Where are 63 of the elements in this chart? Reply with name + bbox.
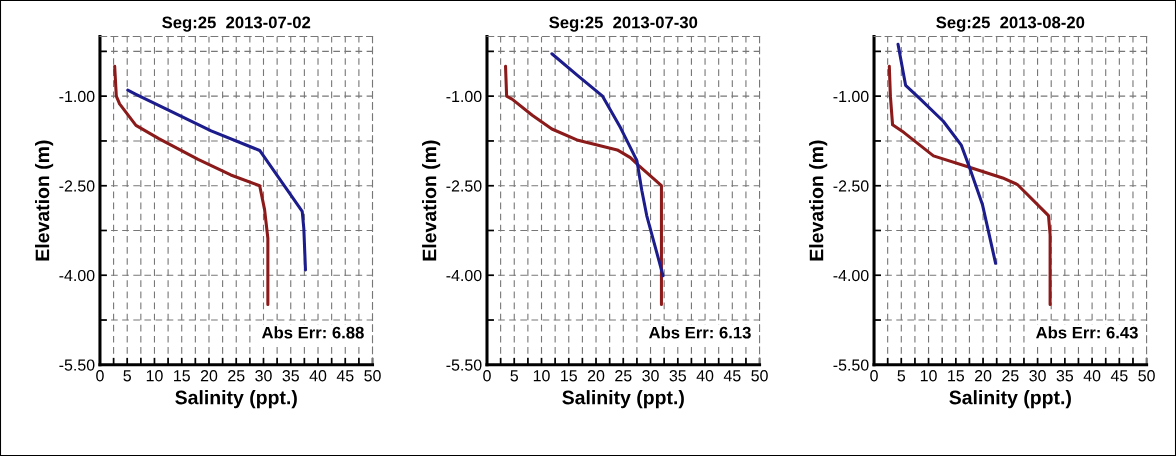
annotation: Abs Err: 6.43: [1036, 326, 1138, 339]
y-axis-title: Elevation (m): [35, 140, 54, 261]
chart-title: Seg:25 2013-07-02: [162, 16, 311, 32]
x-tick-label: 25: [1002, 370, 1019, 382]
y-tick-label: -1.00: [446, 90, 482, 103]
annotation: Abs Err: 6.13: [648, 326, 751, 339]
line-series: [550, 52, 665, 278]
x-tick-label: 40: [696, 370, 714, 382]
x-tick-label: 10: [146, 370, 163, 382]
y-tick-label: -2.50: [59, 180, 95, 192]
x-tick-label: 45: [336, 370, 354, 382]
y-tick-label: -2.50: [446, 180, 482, 192]
x-tick-label: 0: [96, 370, 104, 382]
y-tick-label: -5.50: [833, 359, 869, 371]
y-axis-title: Elevation (m): [422, 140, 441, 261]
x-tick-label: 5: [510, 370, 519, 382]
y-tick-label: -4.00: [833, 269, 869, 282]
x-tick-label: 15: [561, 370, 577, 382]
line-series: [126, 88, 307, 272]
x-axis-title: Salinity (ppt.): [949, 390, 1071, 409]
y-tick-label: -1.00: [833, 90, 869, 103]
x-tick-label: 20: [587, 370, 605, 382]
x-tick-label: 50: [1138, 370, 1155, 382]
x-tick-label: 5: [897, 370, 906, 382]
x-tick-label: 45: [723, 370, 741, 382]
x-tick-label: 10: [533, 370, 550, 382]
x-tick-label: 50: [364, 370, 381, 382]
x-tick-label: 35: [1056, 370, 1074, 382]
x-tick-label: 40: [309, 370, 327, 382]
line-series: [504, 64, 663, 307]
annotation: Abs Err: 6.88: [261, 326, 364, 339]
x-tick-label: 30: [642, 370, 659, 382]
chart-title: Seg:25 2013-07-30: [549, 16, 698, 32]
y-tick-label: -2.50: [833, 180, 869, 192]
line-series: [887, 64, 1052, 307]
x-tick-label: 15: [174, 370, 190, 382]
x-axis-title: Salinity (ppt.): [562, 390, 684, 409]
x-tick-label: 0: [870, 370, 878, 382]
x-tick-label: 35: [282, 370, 299, 382]
x-tick-label: 30: [255, 370, 272, 382]
y-tick-label: -5.50: [446, 359, 482, 371]
x-tick-label: 10: [920, 370, 937, 382]
x-tick-label: 25: [615, 370, 632, 382]
y-tick-label: -5.50: [59, 359, 95, 371]
x-tick-label: 45: [1110, 370, 1128, 382]
x-tick-label: 30: [1029, 370, 1046, 382]
x-tick-label: 40: [1083, 370, 1101, 382]
x-tick-label: 20: [974, 370, 992, 382]
x-tick-label: 15: [948, 370, 965, 382]
x-tick-label: 20: [200, 370, 218, 382]
y-axis-title: Elevation (m): [809, 140, 828, 261]
y-tick-label: -1.00: [59, 90, 95, 103]
chart-title: Seg:25 2013-08-20: [936, 16, 1085, 32]
x-tick-label: 50: [751, 370, 768, 382]
x-tick-label: 5: [123, 370, 131, 382]
y-tick-label: -4.00: [59, 269, 95, 282]
line-series: [113, 64, 270, 307]
line-series: [896, 42, 998, 265]
y-tick-label: -4.00: [446, 269, 482, 282]
x-tick-label: 25: [228, 370, 245, 382]
x-tick-label: 0: [483, 370, 491, 382]
x-axis-title: Salinity (ppt.): [175, 390, 297, 409]
x-tick-label: 35: [669, 370, 687, 382]
